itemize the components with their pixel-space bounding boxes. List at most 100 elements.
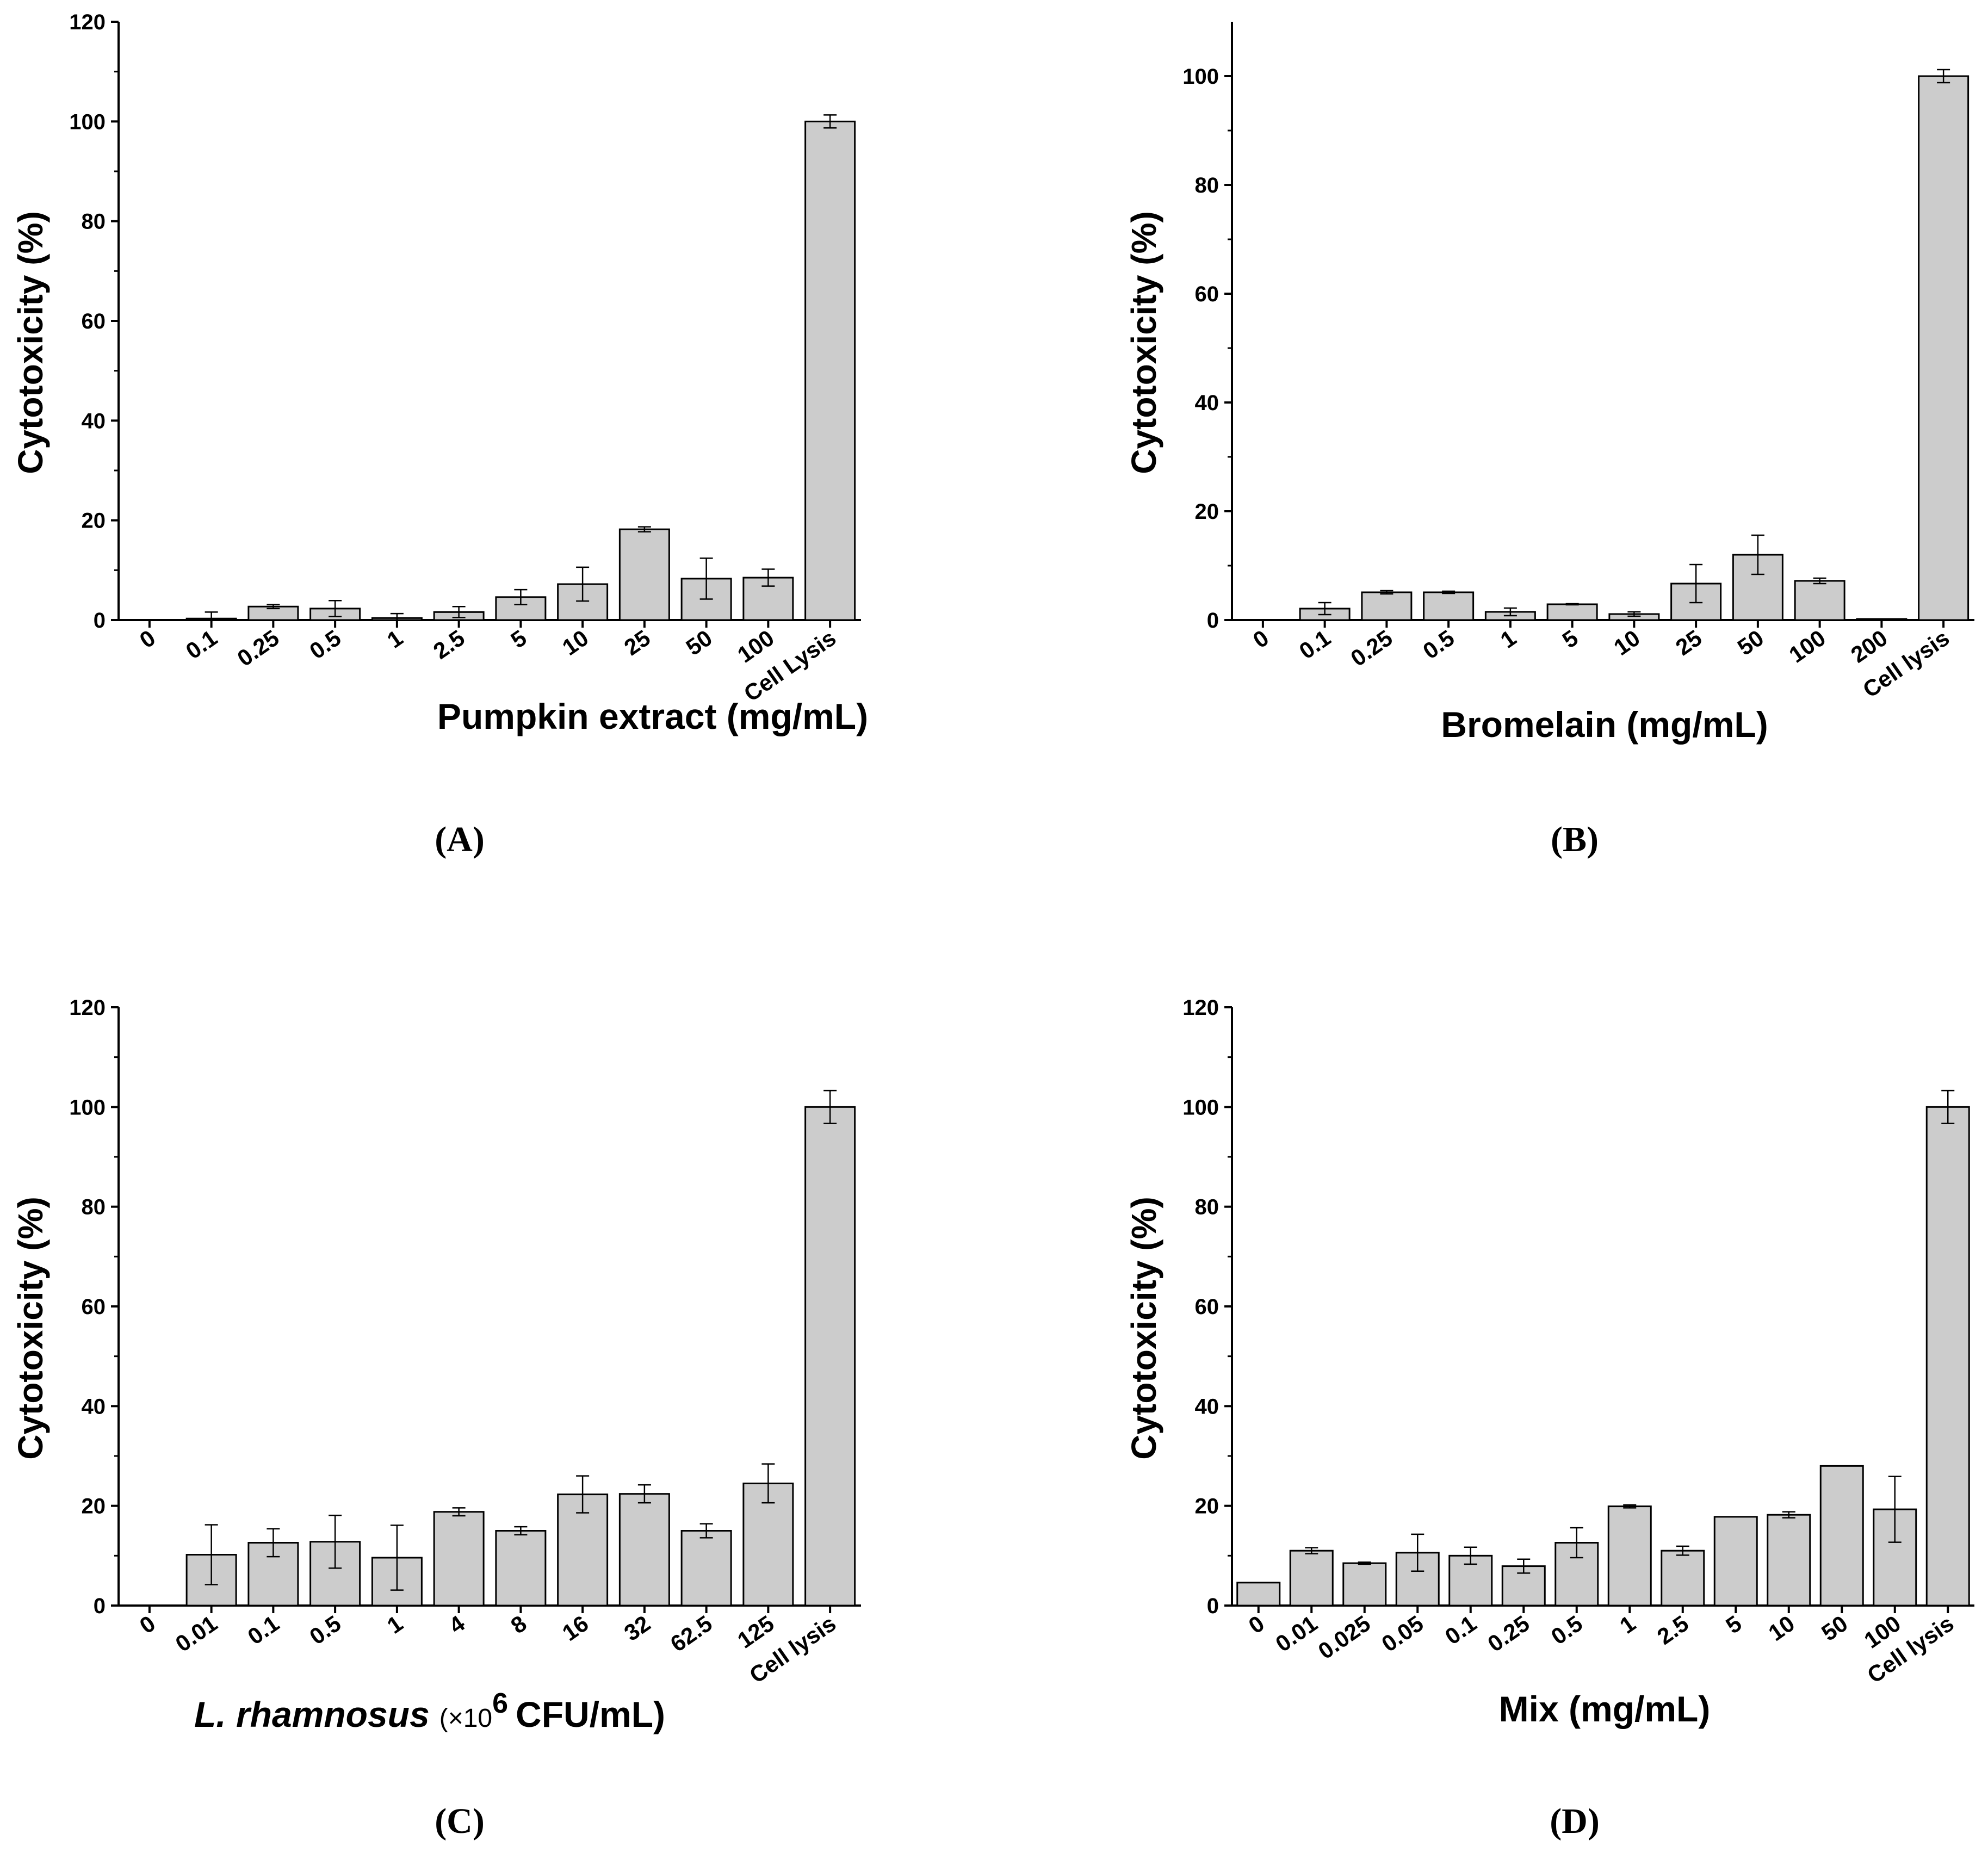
x-tick-label: 10 — [558, 625, 593, 660]
bar — [680, 1530, 732, 1607]
y-axis-label: Cytotoxicity (%) — [1124, 1197, 1163, 1460]
bar — [804, 1106, 856, 1607]
x-tick-label: 0.5 — [305, 625, 345, 664]
y-tick-label: 40 — [82, 409, 106, 433]
y-tick-label: 80 — [82, 1195, 106, 1219]
y-tick-label: 100 — [69, 110, 106, 134]
x-tick-label: 4 — [444, 1610, 470, 1639]
y-tick-label: 20 — [1195, 1495, 1219, 1519]
y-tick-label: 120 — [1182, 996, 1219, 1020]
y-tick-label: 20 — [82, 509, 106, 533]
bar — [804, 120, 856, 621]
x-tick-label: 1 — [1496, 625, 1521, 653]
bar — [1713, 1516, 1758, 1607]
bar — [1661, 1550, 1705, 1607]
x-tick-label: 10 — [1764, 1610, 1799, 1646]
y-tick-label: 20 — [82, 1495, 106, 1519]
y-tick-label: 60 — [82, 309, 106, 333]
panel-a: 0 20 40 60 80 100 120 Cytotoxicity (%) 0 0.1 0.25 0… — [11, 10, 868, 859]
x-tick-label: 0.5 — [1418, 625, 1459, 664]
x-tick-label: 0.025 — [1314, 1610, 1375, 1664]
bar — [1925, 1106, 1970, 1607]
bar — [1794, 580, 1845, 621]
x-tick-label: 8 — [506, 1610, 531, 1639]
x-axis-label-exponent: 6 — [492, 1688, 508, 1719]
y-tick-label: 60 — [1195, 1295, 1219, 1319]
x-tick-label: 0.1 — [1295, 625, 1335, 664]
x-tick-label: 5 — [1558, 625, 1583, 653]
y-tick-label: 0 — [94, 609, 106, 633]
x-axis-label: Mix (mg/mL) — [1499, 1689, 1711, 1729]
x-tick-label: 1 — [382, 1610, 407, 1639]
bar — [1361, 591, 1413, 621]
x-tick-label: 2.5 — [1652, 1610, 1693, 1650]
x-tick-label: 0.25 — [1346, 625, 1397, 671]
x-tick-label: 0.1 — [243, 1610, 284, 1650]
x-tick-label: 100 — [733, 625, 778, 668]
bar — [1767, 1514, 1811, 1607]
x-tick-label: 100 — [1784, 625, 1830, 668]
panel-c: 0 20 40 60 80 100 120 Cytotoxicity (%) 0 0.01 0.1 0… — [11, 996, 861, 1841]
y-axis-label: Cytotoxicity (%) — [1124, 211, 1163, 474]
x-tick-label: 0 — [135, 625, 160, 653]
x-tick-label: 0 — [1244, 1610, 1269, 1639]
x-tick-label: 0.01 — [1271, 1610, 1322, 1657]
x-tick-label: 50 — [1733, 625, 1768, 660]
y-tick-label: 80 — [1195, 173, 1219, 197]
y-tick-label: 60 — [82, 1295, 106, 1319]
panel-b: 0 20 40 60 80 100 Cytotoxicity (%) 0 0.1 0.25 0.5 1… — [1124, 22, 1974, 859]
y-tick-label: 80 — [1195, 1195, 1219, 1219]
bar — [1918, 75, 1970, 621]
x-tick-label: 0.05 — [1377, 1610, 1428, 1657]
bar — [495, 1530, 547, 1607]
y-tick-label: 0 — [1207, 609, 1219, 633]
bar — [1289, 1550, 1334, 1607]
x-tick-label: 0.1 — [181, 625, 222, 664]
y-tick-label: 60 — [1195, 282, 1219, 306]
bar — [1423, 591, 1475, 621]
x-axis-label: Bromelain (mg/mL) — [1441, 704, 1768, 745]
y-tick-label: 20 — [1195, 500, 1219, 524]
y-tick-label: 0 — [1207, 1594, 1219, 1618]
x-tick-label: 5 — [1721, 1610, 1746, 1639]
x-tick-label: 0 — [135, 1610, 160, 1639]
y-tick-label: 0 — [94, 1594, 106, 1618]
panel-label: (D) — [1550, 1801, 1600, 1841]
x-tick-label: 0.1 — [1440, 1610, 1481, 1650]
x-tick-label: 62.5 — [666, 1610, 717, 1657]
bar — [1607, 1505, 1652, 1607]
y-axis-label: Cytotoxicity (%) — [11, 211, 50, 474]
x-tick-label: 2.5 — [429, 625, 469, 664]
y-tick-label: 40 — [1195, 391, 1219, 415]
x-tick-label: 10 — [1609, 625, 1644, 660]
x-tick-label: 0.01 — [171, 1610, 222, 1657]
y-tick-label: 100 — [1182, 65, 1219, 89]
x-tick-label: 5 — [506, 625, 531, 653]
y-tick-label: 100 — [69, 1095, 106, 1119]
x-axis-label: Pumpkin extract (mg/mL) — [437, 696, 868, 736]
y-tick-label: 40 — [1195, 1395, 1219, 1418]
panel-label: (B) — [1551, 820, 1599, 859]
panel-label: (C) — [435, 1801, 485, 1841]
bar — [1819, 1465, 1864, 1607]
x-tick-label: 25 — [620, 625, 655, 660]
x-axis-label-unit: CFU/mL) — [516, 1694, 665, 1734]
x-tick-label: 125 — [733, 1610, 778, 1653]
x-axis-label-unit-prefix: (×10 — [439, 1704, 492, 1733]
y-axis-label: Cytotoxicity (%) — [11, 1197, 50, 1460]
bar — [618, 528, 670, 621]
bar — [1236, 1582, 1281, 1607]
y-tick-label: 120 — [69, 10, 106, 34]
x-tick-label: 50 — [1817, 1610, 1852, 1646]
x-tick-label: 0.5 — [305, 1610, 345, 1650]
x-tick-label: 16 — [558, 1610, 593, 1646]
y-tick-label: 120 — [69, 996, 106, 1020]
panel-label: (A) — [435, 820, 485, 859]
y-tick-label: 100 — [1182, 1095, 1219, 1119]
bar — [433, 1511, 485, 1607]
x-tick-label: 32 — [620, 1610, 655, 1646]
x-tick-label: 0.25 — [1483, 1610, 1534, 1657]
x-tick-label: 200 — [1846, 625, 1892, 668]
y-tick-label: 40 — [82, 1395, 106, 1418]
